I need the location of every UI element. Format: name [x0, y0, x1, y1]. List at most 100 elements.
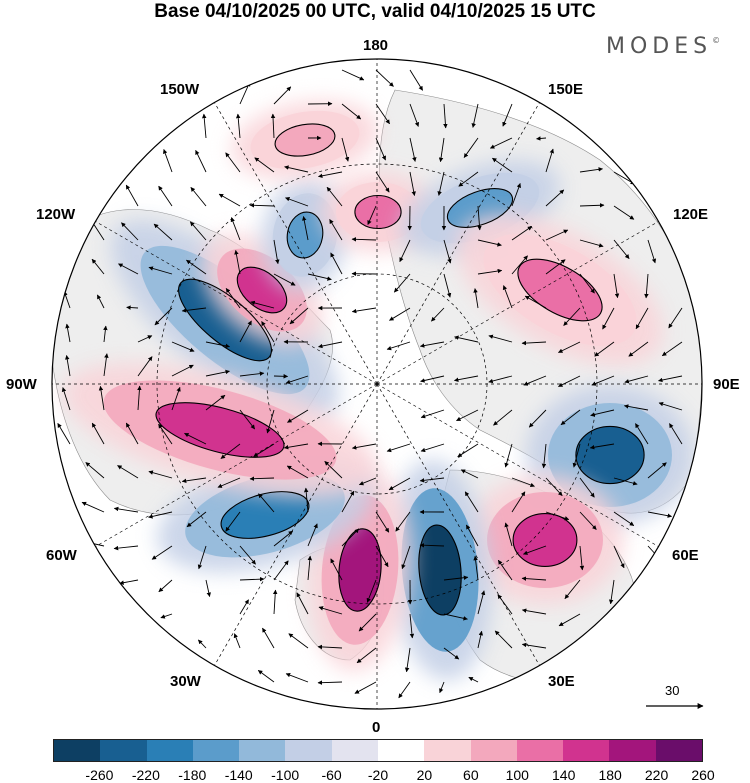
wind-vector: [409, 137, 417, 162]
anomaly-ne-pacific-negative: [111, 219, 339, 421]
wind-vector: [545, 229, 569, 241]
wind-vector: [324, 461, 343, 479]
wind-vector: [375, 137, 386, 161]
wind-vector: [545, 259, 566, 275]
map-border: [51, 58, 703, 710]
wind-vector: [181, 477, 207, 484]
wind-vector: [253, 443, 275, 458]
wind-vector: [594, 341, 615, 357]
wind-vector: [589, 443, 615, 450]
wind-vector: [393, 273, 411, 293]
reference-vector-label: 30: [665, 683, 680, 698]
lon-label-120w: 120W: [36, 206, 76, 223]
wind-vector: [590, 409, 615, 417]
wind-vector: [354, 681, 377, 694]
colorbar-tick-label: -180: [178, 767, 207, 783]
wind-vector: [205, 369, 230, 377]
wind-vector: [125, 422, 139, 445]
wind-vector: [404, 647, 411, 673]
colorbar-swatch: [516, 740, 564, 761]
colorbar-swatch: [100, 740, 147, 761]
wind-vector: [454, 335, 479, 343]
wind-vector: [563, 307, 581, 326]
wind-vector: [541, 443, 547, 469]
wind-vector: [460, 469, 479, 479]
wind-vector: [85, 462, 105, 479]
wind-vector: [181, 307, 207, 313]
wind-vector: [329, 219, 343, 241]
wind-vector: [239, 371, 265, 377]
wind-vector: [366, 579, 377, 603]
wind-vector: [443, 613, 468, 621]
wind-vector: [608, 579, 615, 605]
wind-vector: [523, 545, 547, 555]
wind-vector: [579, 273, 595, 294]
wind-vector: [536, 136, 547, 141]
wind-vector: [468, 676, 479, 683]
wind-vector: [230, 217, 241, 241]
wind-vector: [137, 356, 153, 377]
wind-vector: [341, 103, 362, 120]
wind-vector: [579, 477, 595, 498]
wind-vector: [420, 443, 445, 453]
lon-label-60w: 60W: [46, 547, 77, 564]
colorbar-tick-label: 60: [463, 767, 479, 783]
wind-vector: [57, 422, 71, 445]
wind-vector: [473, 555, 479, 581]
wind-vector: [341, 528, 360, 547]
wind-vector: [658, 375, 683, 383]
wind-vector: [190, 187, 207, 207]
wind-vector: [326, 186, 343, 207]
wind-vector: [91, 258, 105, 275]
wind-vector: [477, 205, 482, 231]
wind-vector: [465, 524, 479, 547]
wind-vector: [307, 523, 318, 547]
colorbar-tick-label: -220: [131, 767, 160, 783]
wind-vector: [189, 221, 207, 241]
wind-vector: [443, 273, 452, 298]
wind-vector: [511, 477, 535, 488]
wind-vector: [317, 644, 343, 650]
wind-vector: [262, 627, 275, 649]
wind-vector: [151, 545, 173, 560]
wind-vector: [303, 487, 309, 513]
wind-vector: [341, 69, 365, 81]
wind-vector: [488, 334, 513, 343]
wind-vector: [528, 409, 547, 428]
colorbar-tick-label: -20: [367, 767, 389, 783]
wind-vector: [289, 307, 309, 325]
wind-vector: [457, 443, 479, 458]
brand-mark: ©: [712, 36, 721, 45]
wind-vector: [375, 171, 390, 193]
wind-vector: [453, 375, 479, 382]
wind-vector: [613, 511, 635, 526]
wind-vector: [234, 249, 241, 275]
wind-vector: [502, 103, 513, 127]
lon-label-180: 180: [363, 37, 389, 54]
page-title: Base 04/10/2025 00 UTC, valid 04/10/2025…: [154, 1, 596, 22]
wind-vector: [579, 511, 597, 530]
wind-vector: [171, 386, 181, 411]
lon-label-90w: 90W: [6, 376, 37, 393]
wind-vector: [458, 171, 479, 187]
wind-vector: [351, 443, 377, 450]
wind-vector: [103, 353, 109, 377]
wind-vector: [318, 606, 343, 615]
wind-vector: [96, 294, 105, 309]
lon-label-120e: 120E: [673, 206, 709, 223]
wind-vector: [341, 137, 350, 162]
wind-vector: [511, 255, 528, 275]
circulation-contour: [446, 188, 514, 228]
colorbar-swatch: [424, 740, 471, 761]
wind-vector: [477, 239, 502, 247]
wind-vector: [273, 86, 292, 105]
wind-vector: [198, 639, 207, 649]
wind-vector: [443, 575, 469, 581]
wind-vector: [389, 307, 411, 321]
wind-vector: [477, 268, 503, 275]
wind-vector: [521, 642, 547, 649]
wind-vector: [388, 477, 411, 491]
anomaly-north-pacific-positive: [231, 100, 379, 180]
wind-vector: [117, 465, 139, 479]
